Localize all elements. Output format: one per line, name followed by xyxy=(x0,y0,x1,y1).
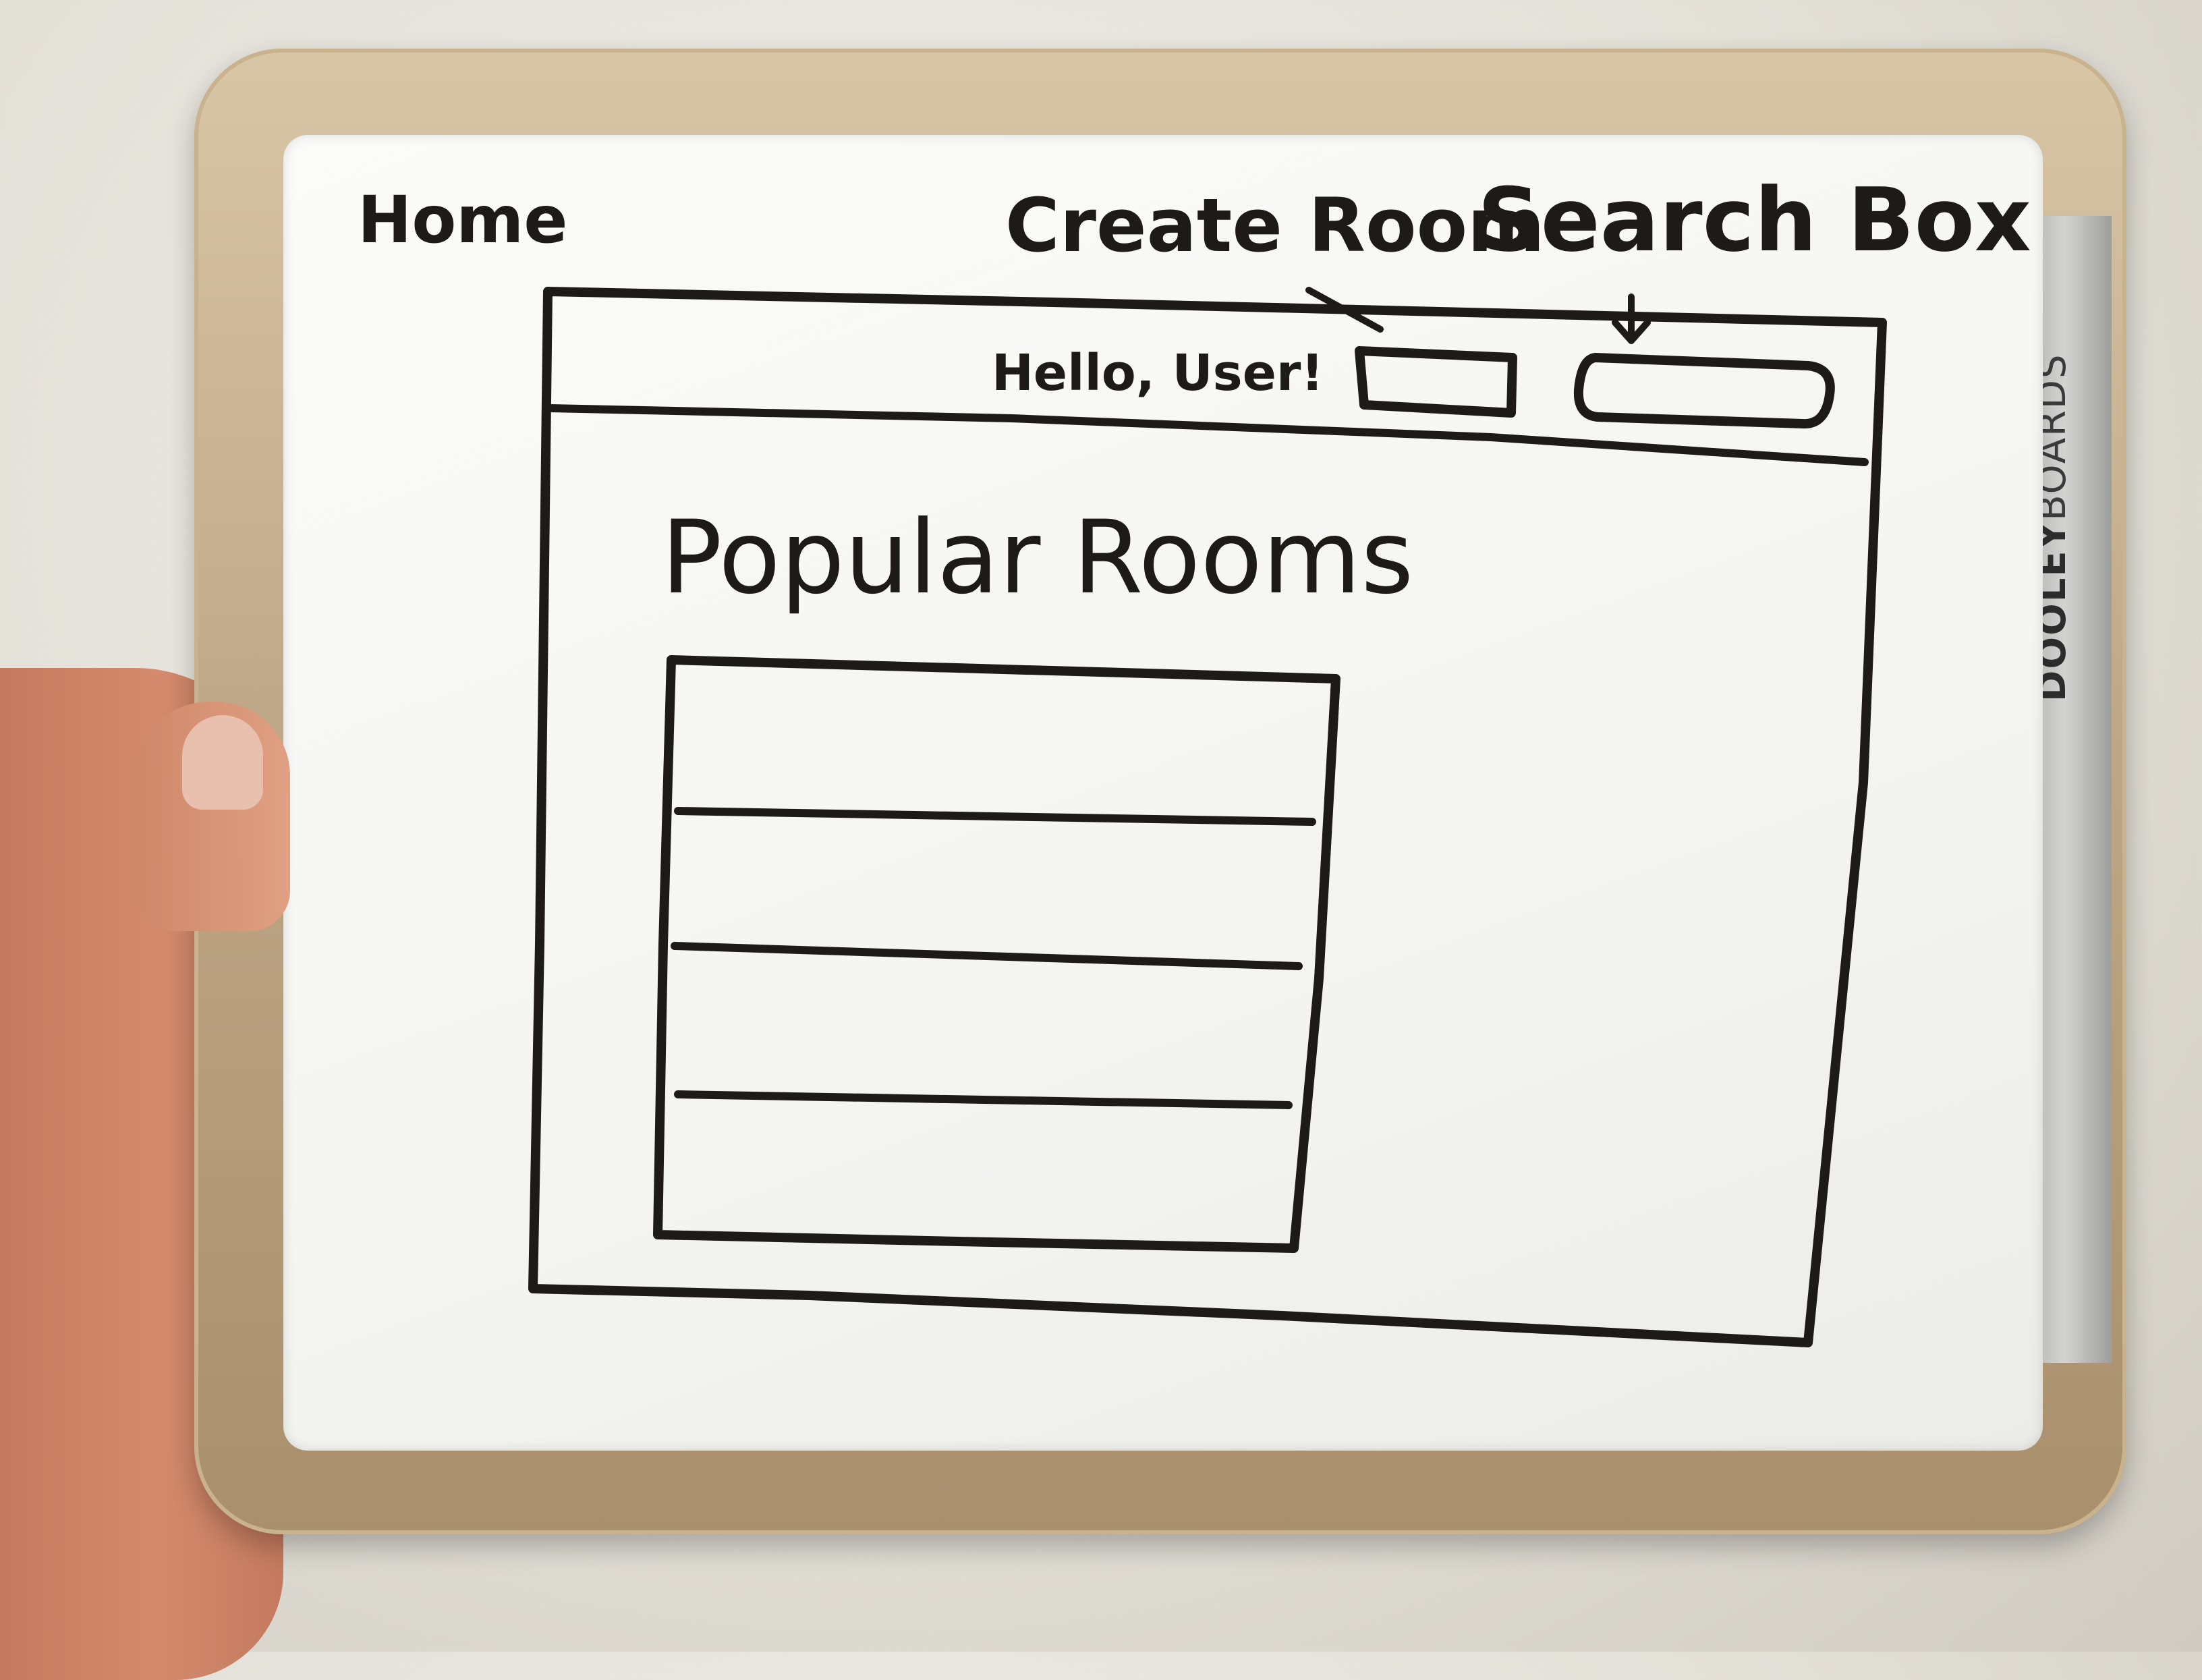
thumb-nail xyxy=(182,715,263,810)
search-box xyxy=(1573,353,1835,429)
list-row-divider-2 xyxy=(671,942,1303,970)
popular-rooms-list xyxy=(653,655,1340,1253)
greeting-text: Hello, User! xyxy=(992,344,1324,402)
annotation-search-box: Search Box xyxy=(1477,169,2031,271)
search-box-arrow xyxy=(1612,293,1651,344)
list-row-divider-1 xyxy=(674,807,1316,826)
popular-rooms-heading: Popular Rooms xyxy=(661,499,1414,617)
create-room-button xyxy=(1355,346,1517,418)
whiteboard-surface xyxy=(283,135,2043,1451)
annotation-create-room: Create Room xyxy=(1005,182,1545,269)
annotation-home: Home xyxy=(358,182,568,258)
header-divider xyxy=(546,404,1869,466)
list-row-divider-3 xyxy=(674,1090,1293,1109)
create-room-arrow xyxy=(1305,287,1384,333)
window-outline xyxy=(528,287,1887,1347)
